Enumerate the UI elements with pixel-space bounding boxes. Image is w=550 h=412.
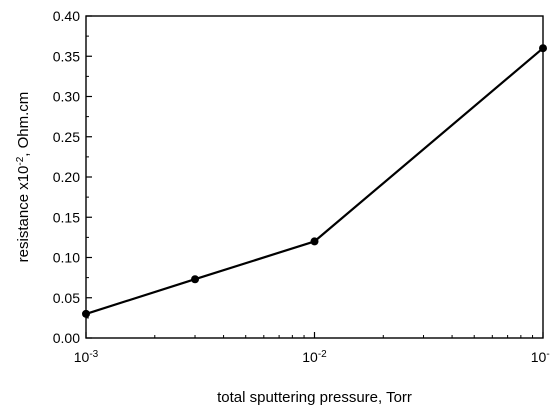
y-tick-label: 0.05 — [53, 290, 80, 306]
y-tick-label: 0.15 — [53, 209, 80, 225]
data-point — [310, 237, 319, 246]
series-line — [85, 47, 544, 315]
y-axis-label-exponent: -2 — [15, 156, 26, 165]
y-tick-label: 0.35 — [53, 48, 80, 64]
y-tick-label: 0.00 — [53, 330, 80, 346]
y-tick-label: 0.25 — [53, 129, 80, 145]
x-tick-labels: 10-3 10-2 10-1 — [74, 349, 550, 366]
x-tick-label: 10-2 — [302, 349, 327, 366]
y-tick-label: 0.10 — [53, 250, 80, 266]
data-point — [82, 309, 90, 318]
y-tick-label: 0.20 — [53, 169, 80, 185]
y-axis-label: resistance x10-2, Ohm.cm — [15, 92, 33, 263]
axis-ticks — [85, 15, 544, 339]
x-tick-label: 10-1 — [531, 349, 550, 366]
data-points — [82, 44, 547, 318]
plot-area: 0.00 0.05 0.10 0.15 0.20 0.25 0.30 0.35 0.40 10-… — [53, 8, 550, 365]
y-axis-label-suffix: , Ohm.cm — [15, 92, 32, 157]
data-point — [539, 44, 547, 53]
y-tick-label: 0.40 — [53, 8, 80, 24]
y-tick-labels: 0.00 0.05 0.10 0.15 0.20 0.25 0.30 0.35 0.40 — [53, 8, 80, 346]
data-point — [191, 275, 200, 284]
x-axis-label: total sputtering pressure, Torr — [217, 389, 412, 406]
x-tick-label: 10-3 — [74, 349, 99, 366]
plot-frame — [85, 15, 544, 339]
y-tick-label: 0.30 — [53, 89, 80, 105]
y-axis-label-prefix: resistance x10 — [15, 166, 32, 263]
